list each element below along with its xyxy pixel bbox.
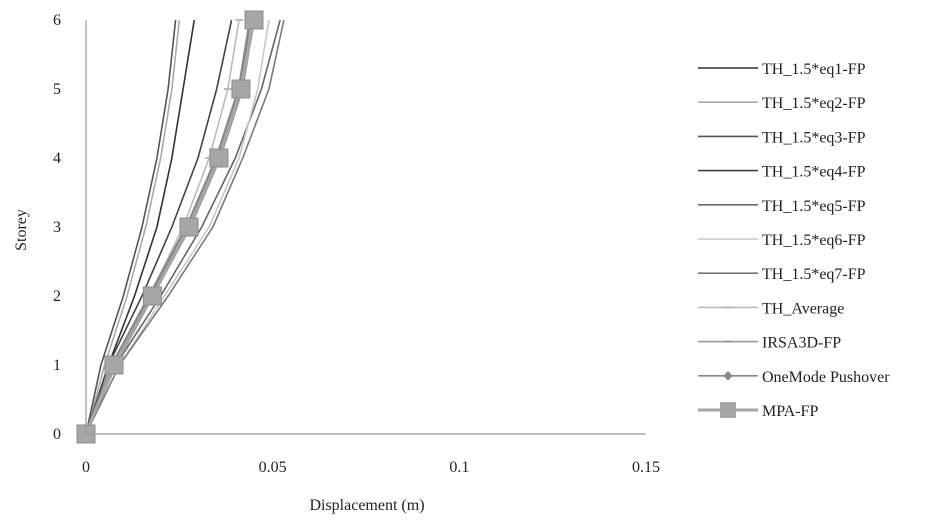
legend-label: OneMode Pushover	[762, 369, 890, 386]
legend: TH_1.5*eq1-FP TH_1.5*eq2-FP TH_1.5*eq3-FP T…	[698, 61, 890, 420]
y-tick-label: 5	[53, 81, 61, 98]
legend-item: TH_1.5*eq6-FP	[698, 232, 866, 249]
legend-label: TH_1.5*eq4-FP	[762, 164, 866, 181]
data-point-square	[179, 217, 199, 237]
data-point-square	[720, 402, 736, 418]
axes: 0 0.05 0.1 0.15 0 1 2 3 4 5 6	[53, 12, 660, 476]
y-tick-label: 6	[53, 12, 61, 29]
y-tick-label: 0	[53, 426, 61, 443]
legend-item: TH_1.5*eq4-FP	[698, 164, 866, 181]
y-tick-label: 2	[53, 288, 61, 305]
legend-label: TH_Average	[762, 300, 844, 317]
legend-label: TH_1.5*eq2-FP	[762, 95, 866, 112]
x-tick-label: 0.15	[632, 459, 660, 476]
x-axis-title: Displacement (m)	[309, 497, 424, 514]
legend-item: TH_1.5*eq7-FP	[698, 266, 866, 283]
legend-item: TH_1.5*eq5-FP	[698, 198, 866, 215]
plot-area	[76, 10, 285, 444]
legend-label: TH_1.5*eq1-FP	[762, 61, 866, 78]
legend-label: TH_1.5*eq6-FP	[762, 232, 866, 249]
legend-item: OneMode Pushover	[698, 369, 890, 386]
x-tick-label: 0	[82, 459, 90, 476]
legend-label: TH_1.5*eq7-FP	[762, 266, 866, 283]
legend-item: IRSA3D-FP	[698, 335, 841, 352]
legend-item: TH_1.5*eq1-FP	[698, 61, 866, 78]
series-line	[85, 19, 177, 435]
legend-label: IRSA3D-FP	[762, 335, 841, 352]
data-point-diamond	[723, 371, 733, 381]
legend-label: TH_1.5*eq5-FP	[762, 198, 866, 215]
legend-item: TH_1.5*eq2-FP	[698, 95, 866, 112]
legend-label: MPA-FP	[762, 403, 818, 420]
series-2	[85, 19, 177, 435]
data-point-square	[209, 148, 229, 168]
y-tick-label: 1	[53, 357, 61, 374]
legend-item: MPA-FP	[698, 402, 818, 420]
x-tick-label: 0.05	[259, 459, 287, 476]
data-point-square	[104, 355, 124, 375]
data-point-square	[142, 286, 162, 306]
data-point-square	[244, 10, 264, 30]
legend-item: TH_Average	[698, 300, 844, 317]
y-tick-label: 3	[53, 219, 61, 236]
y-axis-title: Storey	[13, 209, 30, 251]
legend-item: TH_1.5*eq3-FP	[698, 129, 866, 146]
data-point-square	[231, 79, 251, 99]
x-tick-label: 0.1	[449, 459, 469, 476]
y-tick-label: 4	[53, 150, 61, 167]
legend-label: TH_1.5*eq3-FP	[762, 129, 866, 146]
